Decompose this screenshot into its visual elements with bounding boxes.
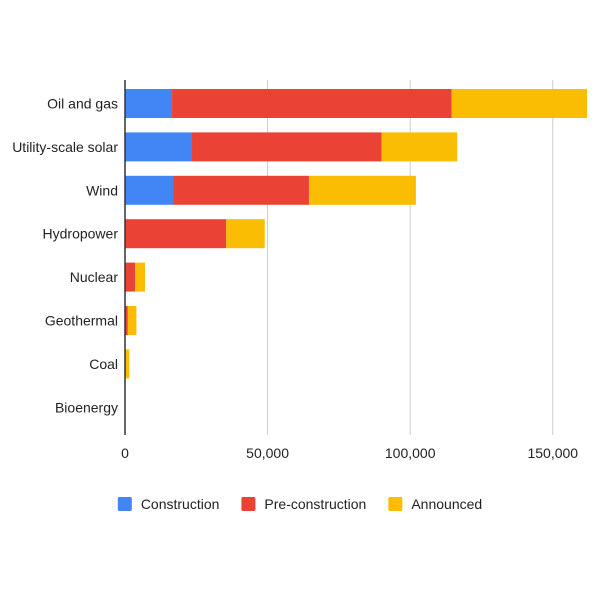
bar-utility-scale-solar-pre-construction bbox=[192, 132, 382, 162]
legend-label-pre-construction: Pre-construction bbox=[264, 496, 366, 512]
legend-item-pre-construction: Pre-construction bbox=[241, 496, 366, 512]
legend-swatch-pre-construction bbox=[241, 497, 256, 511]
bar-oil-and-gas-pre-construction bbox=[172, 89, 452, 118]
category-label-oil-and-gas: Oil and gas bbox=[47, 96, 118, 112]
category-label-wind: Wind bbox=[86, 182, 118, 198]
x-tick-labels: 0 50,000 100,000 150,000 bbox=[121, 445, 578, 461]
bar-utility-scale-solar-construction bbox=[125, 132, 193, 162]
bar-wind-announced bbox=[308, 175, 416, 205]
bar-oil-and-gas-construction bbox=[125, 89, 173, 118]
legend-swatch-announced bbox=[388, 497, 403, 511]
bar-hydropower-announced bbox=[226, 219, 265, 249]
bar-coal-announced bbox=[125, 349, 130, 379]
bar-utility-scale-solar-announced bbox=[381, 132, 458, 162]
category-label-bioenergy: Bioenergy bbox=[55, 399, 118, 415]
category-label-utility-scale-solar: Utility-scale solar bbox=[12, 139, 118, 155]
category-label-nuclear: Nuclear bbox=[70, 269, 119, 285]
bar-hydropower-pre-construction bbox=[125, 219, 227, 249]
category-label-hydropower: Hydropower bbox=[43, 226, 119, 242]
bar-nuclear-announced bbox=[134, 262, 145, 292]
legend: Construction Pre-construction Announced bbox=[117, 496, 482, 512]
bar-wind-construction bbox=[125, 175, 174, 205]
legend-swatch-construction bbox=[117, 497, 132, 511]
bars bbox=[125, 89, 587, 379]
category-label-coal: Coal bbox=[89, 356, 118, 372]
legend-item-announced: Announced bbox=[388, 496, 482, 512]
x-tick-label-0: 0 bbox=[121, 445, 129, 461]
bar-oil-and-gas-announced bbox=[451, 89, 587, 118]
bar-geothermal-announced bbox=[127, 306, 137, 335]
legend-label-announced: Announced bbox=[411, 496, 482, 512]
bar-nuclear-pre-construction bbox=[125, 262, 135, 292]
legend-label-construction: Construction bbox=[141, 496, 220, 512]
category-labels: Oil and gas Utility-scale solar Wind Hydrop… bbox=[12, 96, 118, 416]
category-label-geothermal: Geothermal bbox=[45, 313, 118, 329]
bar-geothermal-pre-construction bbox=[125, 306, 128, 335]
x-tick-label-150000: 150,000 bbox=[527, 445, 578, 461]
x-tick-label-50000: 50,000 bbox=[246, 445, 289, 461]
legend-item-construction: Construction bbox=[117, 496, 220, 512]
bar-wind-pre-construction bbox=[173, 175, 309, 205]
x-tick-label-100000: 100,000 bbox=[385, 445, 436, 461]
